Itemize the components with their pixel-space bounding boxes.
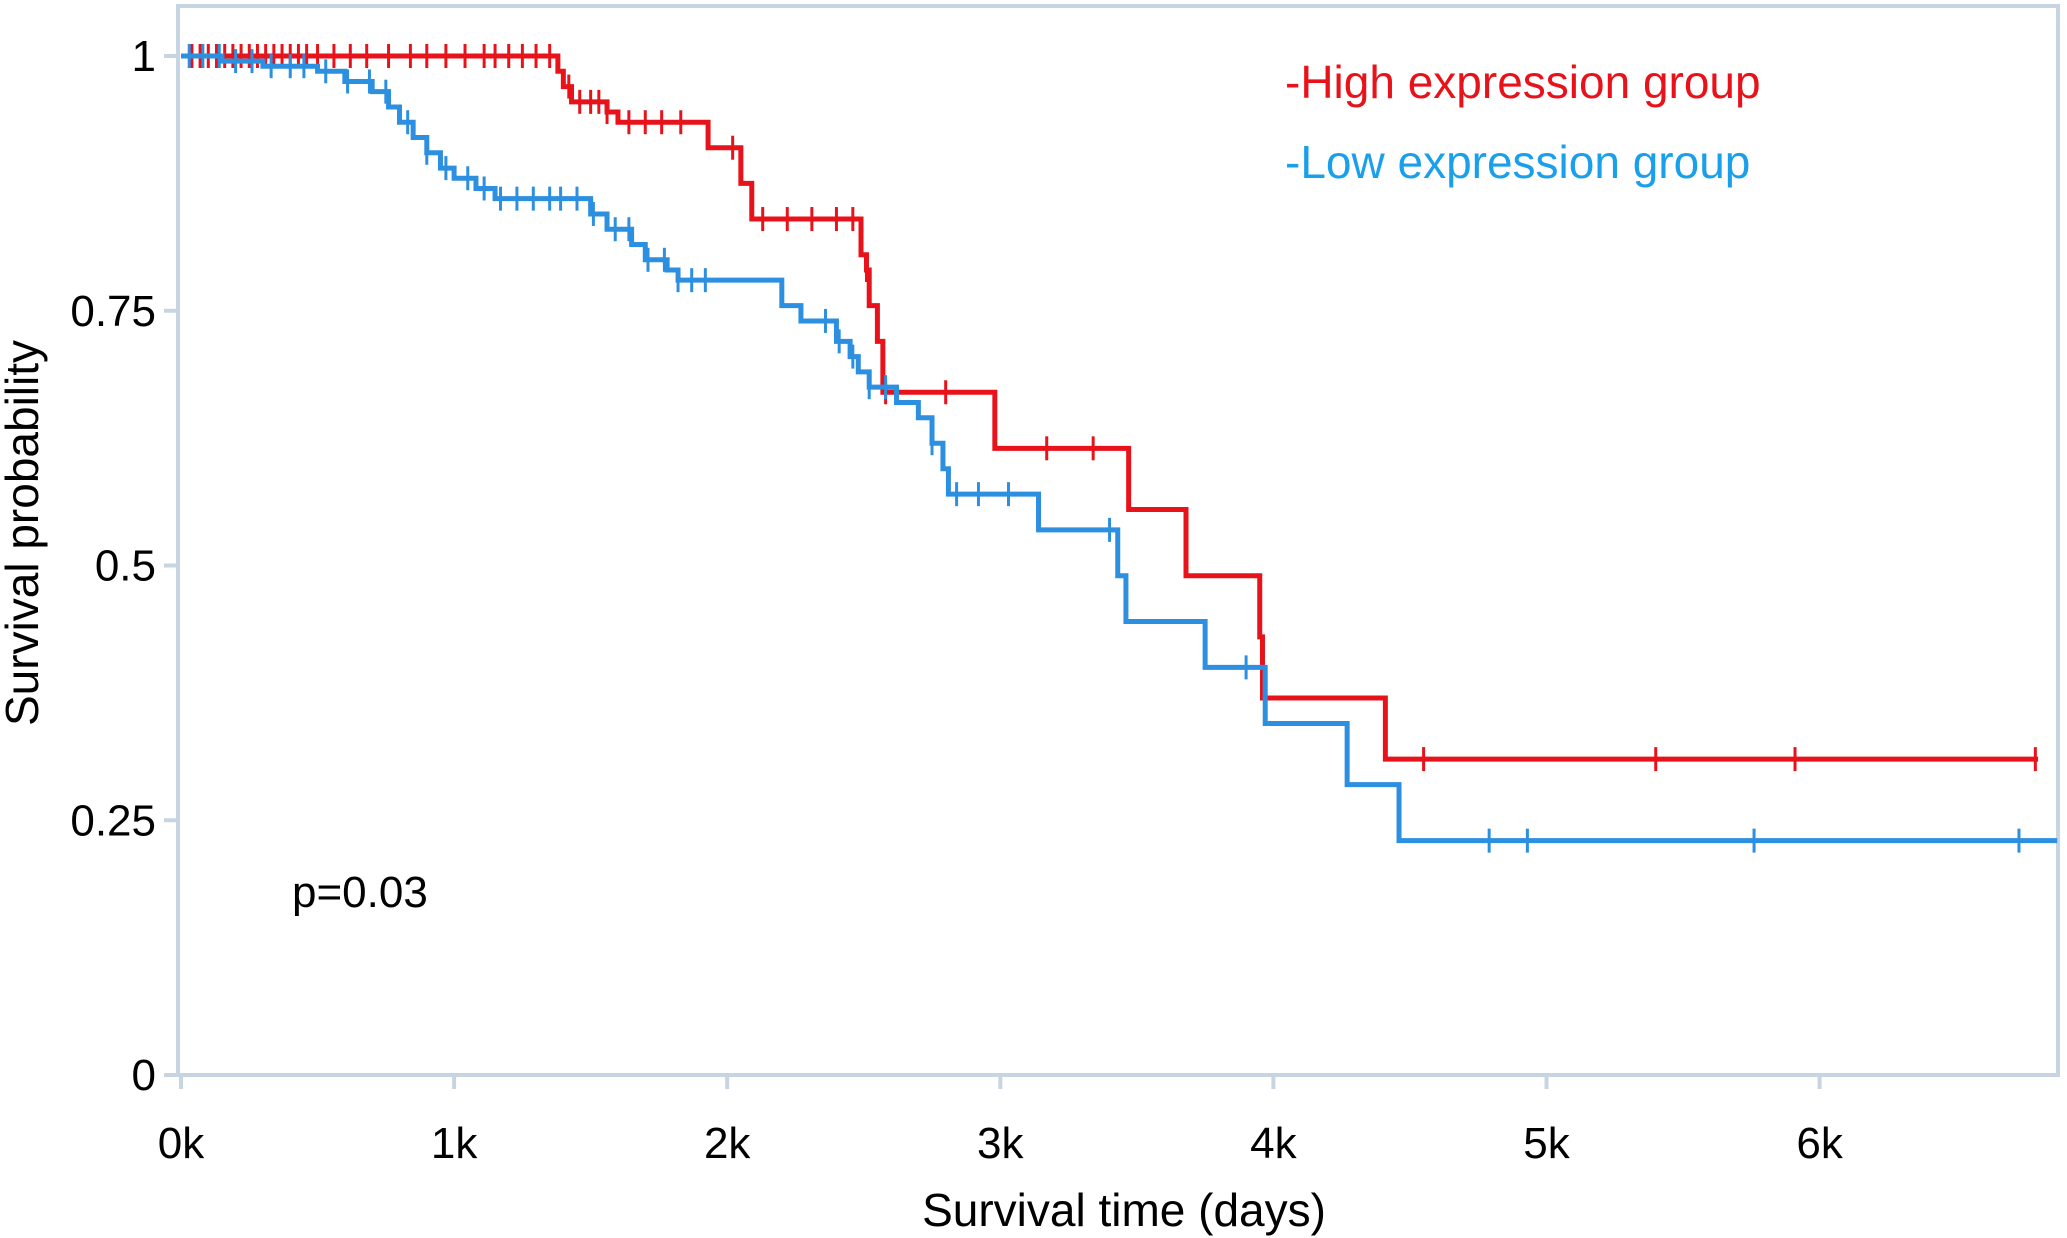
p-value-annotation: p=0.03 (292, 868, 428, 917)
x-axis-ticks: 0k 1k 2k 3k 4k 5k 6k (158, 1075, 1844, 1168)
survival-curve (181, 53, 2039, 762)
y-tick-label: 0 (132, 1051, 156, 1100)
legend: -High expression group -Low expression g… (1285, 56, 1761, 188)
legend-high-expression: -High expression group (1285, 56, 1761, 108)
series-low-expression (181, 44, 2058, 853)
y-tick-label: 1 (132, 32, 156, 81)
y-tick-label: 0.75 (70, 287, 156, 336)
legend-low-expression: -Low expression group (1285, 136, 1750, 188)
y-axis-title: Survival probability (0, 340, 48, 726)
y-tick-label: 0.25 (70, 796, 156, 845)
plot-frame (176, 4, 2060, 1077)
x-tick-label: 4k (1250, 1119, 1297, 1168)
x-tick-label: 5k (1523, 1119, 1570, 1168)
x-tick-label: 6k (1796, 1119, 1843, 1168)
y-axis-ticks: 0 0.25 0.5 0.75 1 (70, 32, 180, 1100)
y-tick-label: 0.5 (95, 542, 156, 591)
series-high-expression (181, 44, 2039, 772)
series-layer (181, 44, 2058, 853)
x-tick-label: 1k (431, 1119, 478, 1168)
x-tick-label: 0k (158, 1119, 205, 1168)
x-tick-label: 3k (977, 1119, 1024, 1168)
x-axis-title: Survival time (days) (922, 1184, 1326, 1236)
x-tick-label: 2k (704, 1119, 751, 1168)
